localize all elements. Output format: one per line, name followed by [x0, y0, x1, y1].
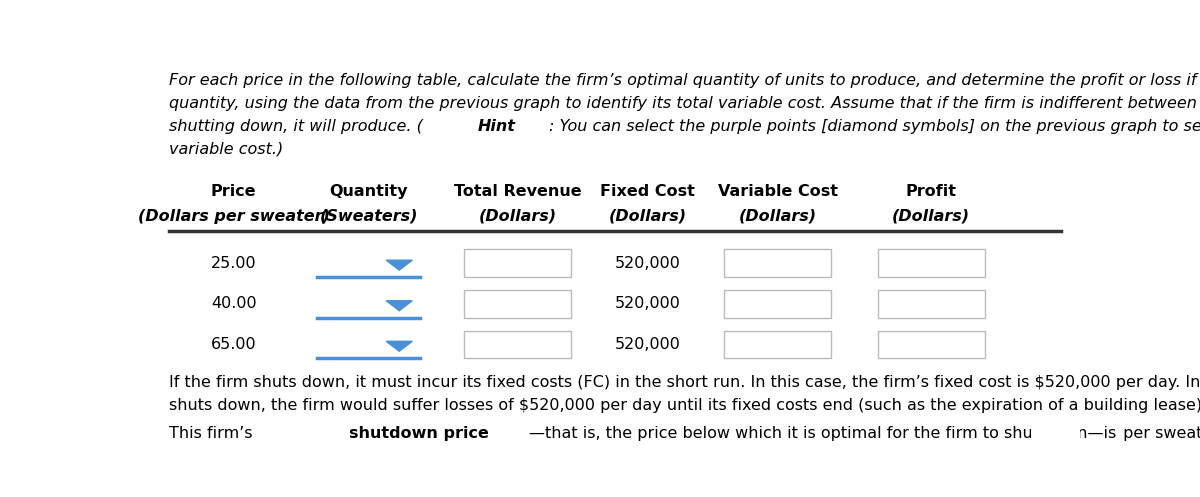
Text: per sweater.: per sweater. — [1117, 426, 1200, 441]
Text: 520,000: 520,000 — [614, 337, 680, 352]
Text: 520,000: 520,000 — [614, 256, 680, 271]
Text: —that is, the price below which it is optimal for the firm to shut down—is: —that is, the price below which it is op… — [529, 426, 1116, 441]
FancyBboxPatch shape — [725, 290, 832, 318]
FancyBboxPatch shape — [464, 249, 571, 277]
Text: shutdown price: shutdown price — [349, 426, 490, 441]
Text: Hint: Hint — [478, 119, 515, 134]
Text: shutting down, it will produce. (: shutting down, it will produce. ( — [168, 119, 422, 134]
FancyBboxPatch shape — [464, 331, 571, 358]
Polygon shape — [386, 341, 413, 351]
FancyBboxPatch shape — [317, 249, 420, 277]
Text: If the firm shuts down, it must incur its fixed costs (FC) in the short run. In : If the firm shuts down, it must incur it… — [168, 375, 1200, 390]
Text: Total Revenue: Total Revenue — [454, 184, 581, 199]
Text: (Dollars): (Dollars) — [739, 209, 817, 224]
FancyBboxPatch shape — [877, 290, 985, 318]
Text: : You can select the purple points [diamond symbols] on the previous graph to se: : You can select the purple points [diam… — [550, 119, 1200, 134]
FancyBboxPatch shape — [317, 290, 420, 318]
Text: quantity, using the data from the previous graph to identify its total variable : quantity, using the data from the previo… — [168, 96, 1200, 111]
Text: For each price in the following table, calculate the firm’s optimal quantity of : For each price in the following table, c… — [168, 73, 1200, 88]
FancyBboxPatch shape — [1031, 425, 1115, 445]
Text: Profit: Profit — [906, 184, 956, 199]
Text: Fixed Cost: Fixed Cost — [600, 184, 695, 199]
FancyBboxPatch shape — [464, 290, 571, 318]
Text: (Dollars): (Dollars) — [892, 209, 971, 224]
FancyBboxPatch shape — [317, 331, 420, 358]
Polygon shape — [386, 260, 413, 270]
Polygon shape — [1081, 431, 1108, 441]
Text: variable cost.): variable cost.) — [168, 142, 283, 157]
Text: Price: Price — [211, 184, 257, 199]
Text: This firm’s: This firm’s — [168, 426, 257, 441]
Text: (Dollars per sweater): (Dollars per sweater) — [138, 209, 330, 224]
Text: (Dollars): (Dollars) — [608, 209, 686, 224]
Polygon shape — [386, 301, 413, 311]
Text: (Dollars): (Dollars) — [479, 209, 557, 224]
FancyBboxPatch shape — [877, 249, 985, 277]
Text: 25.00: 25.00 — [211, 256, 257, 271]
FancyBboxPatch shape — [877, 331, 985, 358]
Text: Variable Cost: Variable Cost — [718, 184, 838, 199]
Text: 40.00: 40.00 — [211, 296, 257, 311]
FancyBboxPatch shape — [725, 331, 832, 358]
FancyBboxPatch shape — [725, 249, 832, 277]
Text: shuts down, the firm would suffer losses of $520,000 per day until its fixed cos: shuts down, the firm would suffer losses… — [168, 398, 1200, 414]
Text: Quantity: Quantity — [329, 184, 408, 199]
Text: 65.00: 65.00 — [211, 337, 257, 352]
Text: (Sweaters): (Sweaters) — [319, 209, 418, 224]
Text: 520,000: 520,000 — [614, 296, 680, 311]
